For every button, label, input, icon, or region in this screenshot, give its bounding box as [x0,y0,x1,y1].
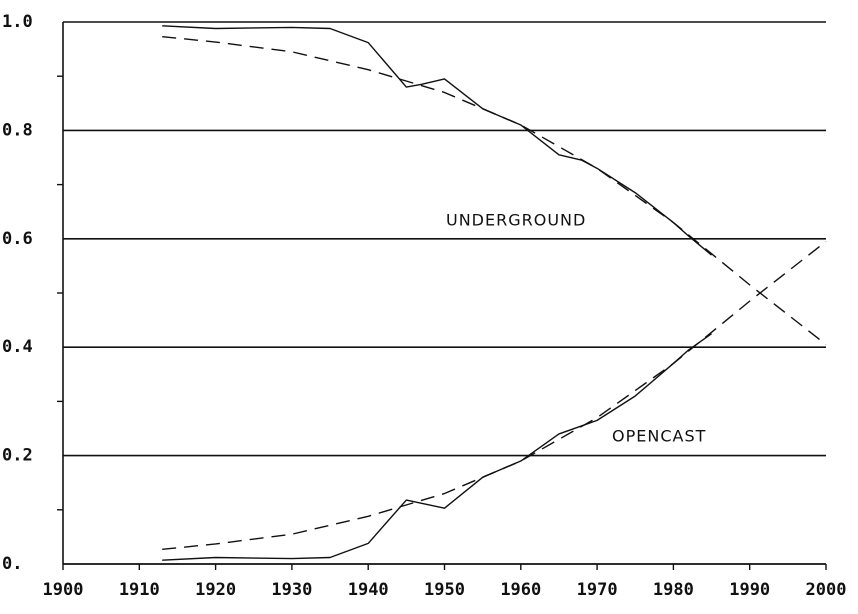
y-tick-label: 0.6 [2,229,33,249]
x-tick-label: 1930 [271,580,312,600]
x-tick-label: 1980 [653,580,694,600]
x-tick-label: 1970 [577,580,618,600]
x-tick-label: 2000 [806,580,847,600]
x-tick-label: 1920 [195,580,236,600]
y-tick-label: 0.4 [2,337,33,357]
x-tick-label: 1960 [500,580,541,600]
y-tick-label: 0. [2,554,22,574]
y-tick-label: 0.8 [2,120,33,140]
x-tick-label: 1910 [119,580,160,600]
y-tick-label: 0.2 [2,446,33,466]
x-tick-label: 1900 [43,580,84,600]
data-line [162,333,712,561]
trend-line [162,35,827,346]
y-tick-label: 1.0 [2,12,33,32]
annotation: OPENCAST [612,427,706,446]
x-tick-label: 1950 [424,580,465,600]
annotation: UNDERGROUND [446,211,586,230]
x-tick-label: 1940 [348,580,389,600]
x-tick-label: 1990 [729,580,770,600]
trend-line [162,240,827,551]
data-line [162,25,712,256]
